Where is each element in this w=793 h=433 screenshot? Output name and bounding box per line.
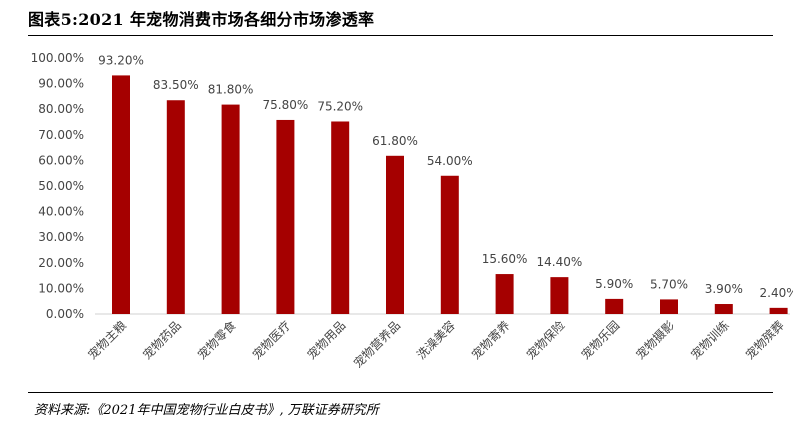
data-label: 81.80%: [208, 83, 254, 97]
x-tick-label: 宠物零食: [194, 318, 239, 363]
x-tick-label: 宠物营养品: [350, 318, 403, 371]
bar: [166, 100, 185, 315]
y-axis: 0.00% 10.00% 20.00% 30.00% 40.00% 50.00% 60.00…: [31, 51, 790, 321]
y-tick-label: 80.00%: [38, 102, 84, 116]
bar: [386, 155, 404, 314]
data-label: 3.90%: [705, 282, 743, 296]
x-tick-label: 宠物乐园: [578, 318, 623, 363]
bar: [331, 121, 350, 314]
x-tick-label: 宠物训练: [687, 318, 732, 363]
data-label: 61.80%: [372, 134, 418, 148]
chart-title: 图表5:2021 年宠物消费市场各细分市场渗透率: [28, 10, 375, 29]
bar: [714, 304, 733, 314]
y-tick-label: 100.00%: [31, 51, 84, 65]
data-label: 54.00%: [427, 154, 473, 168]
y-tick-label: 40.00%: [38, 205, 84, 219]
data-label: 93.20%: [98, 53, 144, 67]
source-divider: [28, 392, 773, 393]
x-tick-label: 宠物摄影: [633, 318, 678, 363]
data-label: 75.80%: [263, 98, 309, 112]
data-labels: 93.20% 83.50% 81.80% 75.80% 75.20% 61.80% 54.0…: [98, 53, 793, 299]
data-label: 5.90%: [595, 277, 633, 291]
y-tick-label: 70.00%: [38, 128, 84, 142]
bar: [605, 298, 624, 314]
x-tick-label: 宠物医疗: [249, 318, 294, 363]
x-tick-label: 宠物用品: [304, 318, 349, 363]
bar: [769, 307, 788, 314]
data-label: 5.70%: [650, 277, 688, 291]
y-tick-label: 50.00%: [38, 179, 84, 193]
x-tick-label: 宠物殡葬: [742, 318, 787, 363]
y-tick-label: 90.00%: [38, 77, 84, 91]
x-tick-label: 宠物保险: [523, 318, 568, 363]
bar: [276, 119, 295, 315]
x-tick-label: 洗澡美容: [413, 318, 458, 363]
data-label: 83.50%: [153, 78, 199, 92]
bar: [660, 299, 678, 314]
data-label: 14.40%: [537, 255, 583, 269]
data-label: 2.40%: [760, 286, 793, 300]
y-tick-label: 30.00%: [38, 230, 84, 244]
title-divider: [28, 35, 773, 36]
x-tick-label: 宠物寄养: [468, 318, 513, 363]
bar: [495, 274, 514, 314]
bar: [221, 104, 240, 314]
bars: [112, 75, 788, 315]
data-label: 75.20%: [317, 99, 363, 113]
bar: [440, 175, 459, 314]
y-tick-label: 60.00%: [38, 153, 84, 167]
y-tick-label: 0.00%: [46, 307, 84, 321]
x-axis-labels: 宠物主粮 宠物药品 宠物零食 宠物医疗 宠物用品 宠物营养品 洗澡美容 宠物寄养 宠物保险 宠物乐…: [85, 318, 787, 371]
x-tick-label: 宠物主粮: [85, 318, 130, 363]
y-tick-label: 10.00%: [38, 281, 84, 295]
bar: [112, 75, 130, 315]
source-note: 资料来源:《2021年中国宠物行业白皮书》, 万联证券研究所: [34, 403, 379, 418]
data-label: 15.60%: [482, 252, 528, 266]
y-tick-label: 20.00%: [38, 256, 84, 270]
x-tick-label: 宠物药品: [139, 318, 184, 363]
bar: [550, 277, 569, 314]
